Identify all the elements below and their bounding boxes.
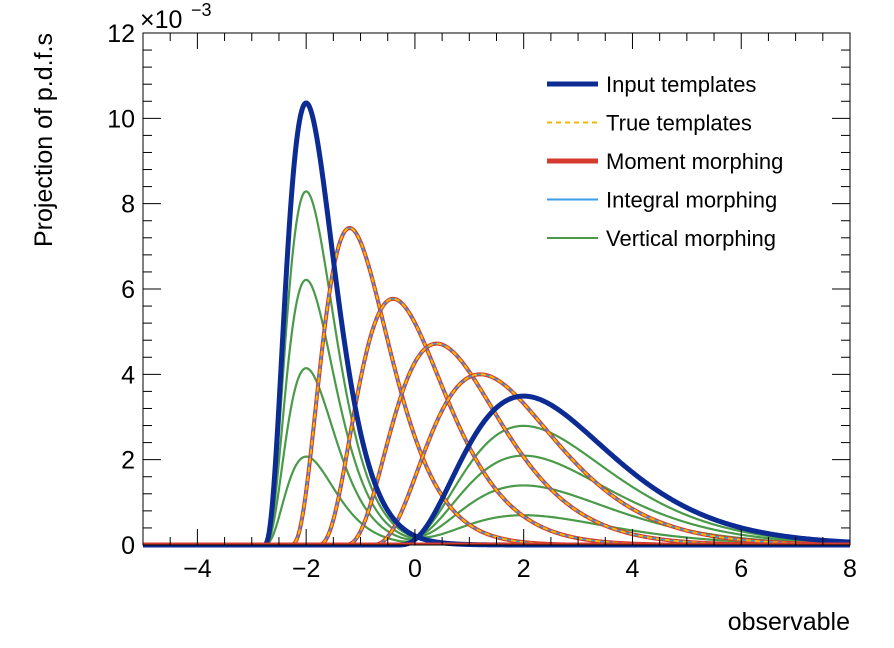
legend-entry-integral: Integral morphing xyxy=(547,188,777,213)
x-tick-label: 2 xyxy=(517,555,531,583)
x-tick-label: 6 xyxy=(734,555,748,583)
moment-morphing-curve-2 xyxy=(143,296,850,547)
legend: Input templates True templates Moment morp… xyxy=(547,72,783,251)
y-exponent-base: ×10 xyxy=(140,6,182,34)
y-tick-label: 12 xyxy=(107,20,135,48)
integral-morphing-curve-1 xyxy=(143,227,850,546)
moment-morphing-curve-4 xyxy=(143,372,851,547)
true-template-curve-2 xyxy=(143,297,850,546)
true-template-curve-3 xyxy=(143,342,850,546)
x-tick-label: −2 xyxy=(292,555,321,583)
integral-morphing-curve-2 xyxy=(143,298,850,546)
legend-entry-input: Input templates xyxy=(547,72,756,97)
x-tick-label: 8 xyxy=(843,555,857,583)
y-tick-label: 2 xyxy=(121,447,135,475)
y-tick-label: 8 xyxy=(121,191,135,219)
legend-label-input: Input templates xyxy=(606,72,756,97)
y-exponent-power: −3 xyxy=(191,0,212,20)
legend-label-vertical: Vertical morphing xyxy=(606,226,776,251)
y-axis-label: Projection of p.d.f.s xyxy=(30,33,58,247)
x-tick-label: 4 xyxy=(626,555,640,583)
true-template-curve-4 xyxy=(143,373,851,546)
legend-label-true: True templates xyxy=(606,111,752,136)
moment-morphing-curve-1 xyxy=(143,226,850,547)
moment-morphing-curve-3 xyxy=(143,341,850,547)
x-tick-label: −4 xyxy=(183,555,212,583)
y-tick-label: 10 xyxy=(107,105,135,133)
integral-morphing-curve-4 xyxy=(143,373,851,546)
axis-ticks xyxy=(142,32,851,546)
y-tick-labels: 0 2 4 6 8 10 12 xyxy=(107,20,135,560)
y-tick-label: 4 xyxy=(121,361,135,389)
x-tick-label: 0 xyxy=(408,555,422,583)
y-tick-label: 6 xyxy=(121,276,135,304)
y-tick-label: 0 xyxy=(121,532,135,560)
x-axis-label: observable xyxy=(728,608,850,636)
integral-morphing-curve-3 xyxy=(143,342,850,546)
x-tick-labels: −4 −2 0 2 4 6 8 xyxy=(183,555,857,583)
legend-entry-vertical: Vertical morphing xyxy=(547,226,776,251)
legend-label-integral: Integral morphing xyxy=(606,188,777,213)
legend-label-moment: Moment morphing xyxy=(606,149,783,174)
true-template-curve-1 xyxy=(143,227,850,546)
legend-entry-true: True templates xyxy=(547,111,752,136)
legend-entry-moment: Moment morphing xyxy=(547,149,783,174)
